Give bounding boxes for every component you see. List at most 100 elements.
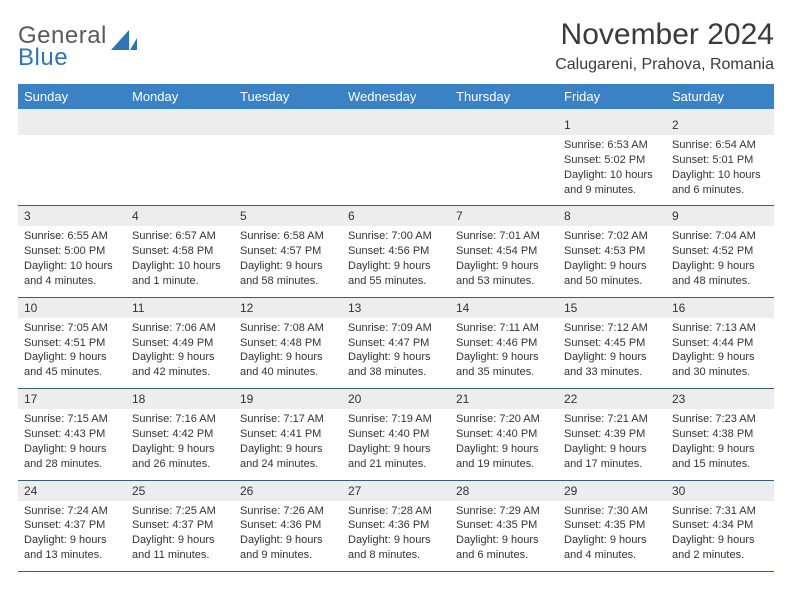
day-cell: 2Sunrise: 6:54 AMSunset: 5:01 PMDaylight… <box>666 115 774 206</box>
sunset-text: Sunset: 4:34 PM <box>672 518 768 533</box>
day-number: 6 <box>342 206 450 226</box>
day-cell: 22Sunrise: 7:21 AMSunset: 4:39 PMDayligh… <box>558 389 666 480</box>
daylight-text: Daylight: 9 hours <box>132 442 228 457</box>
day-cell: 11Sunrise: 7:06 AMSunset: 4:49 PMDayligh… <box>126 297 234 388</box>
day-number: 14 <box>450 298 558 318</box>
sunset-text: Sunset: 5:02 PM <box>564 153 660 168</box>
sunset-text: Sunset: 4:42 PM <box>132 427 228 442</box>
day-body: Sunrise: 7:01 AMSunset: 4:54 PMDaylight:… <box>450 226 558 296</box>
daylight-text: Daylight: 9 hours <box>24 350 120 365</box>
day-number: 5 <box>234 206 342 226</box>
day-cell: 19Sunrise: 7:17 AMSunset: 4:41 PMDayligh… <box>234 389 342 480</box>
daylight-text: Daylight: 9 hours <box>672 442 768 457</box>
daylight-text: and 6 minutes. <box>456 548 552 563</box>
day-body: Sunrise: 6:57 AMSunset: 4:58 PMDaylight:… <box>126 226 234 296</box>
day-number: 30 <box>666 481 774 501</box>
day-body: Sunrise: 7:15 AMSunset: 4:43 PMDaylight:… <box>18 409 126 479</box>
day-body: Sunrise: 7:19 AMSunset: 4:40 PMDaylight:… <box>342 409 450 479</box>
sunset-text: Sunset: 5:01 PM <box>672 153 768 168</box>
sunset-text: Sunset: 4:54 PM <box>456 244 552 259</box>
daylight-text: Daylight: 9 hours <box>348 442 444 457</box>
day-cell: 14Sunrise: 7:11 AMSunset: 4:46 PMDayligh… <box>450 297 558 388</box>
day-number: 19 <box>234 389 342 409</box>
day-number: 29 <box>558 481 666 501</box>
daylight-text: Daylight: 9 hours <box>132 350 228 365</box>
daylight-text: and 2 minutes. <box>672 548 768 563</box>
sunset-text: Sunset: 4:43 PM <box>24 427 120 442</box>
col-monday: Monday <box>126 84 234 109</box>
sunset-text: Sunset: 4:45 PM <box>564 336 660 351</box>
day-cell: 20Sunrise: 7:19 AMSunset: 4:40 PMDayligh… <box>342 389 450 480</box>
sunset-text: Sunset: 4:36 PM <box>240 518 336 533</box>
sunrise-text: Sunrise: 7:02 AM <box>564 229 660 244</box>
day-cell: 25Sunrise: 7:25 AMSunset: 4:37 PMDayligh… <box>126 480 234 571</box>
day-body: Sunrise: 7:26 AMSunset: 4:36 PMDaylight:… <box>234 501 342 571</box>
day-number: 1 <box>558 115 666 135</box>
day-number: 18 <box>126 389 234 409</box>
day-body: Sunrise: 7:17 AMSunset: 4:41 PMDaylight:… <box>234 409 342 479</box>
day-body: Sunrise: 7:28 AMSunset: 4:36 PMDaylight:… <box>342 501 450 571</box>
sunset-text: Sunset: 4:40 PM <box>348 427 444 442</box>
title-block: November 2024 Calugareni, Prahova, Roman… <box>555 18 774 74</box>
day-body: Sunrise: 7:08 AMSunset: 4:48 PMDaylight:… <box>234 318 342 388</box>
sunset-text: Sunset: 4:35 PM <box>564 518 660 533</box>
sunset-text: Sunset: 4:49 PM <box>132 336 228 351</box>
daylight-text: and 6 minutes. <box>672 183 768 198</box>
day-number: 3 <box>18 206 126 226</box>
day-cell: 13Sunrise: 7:09 AMSunset: 4:47 PMDayligh… <box>342 297 450 388</box>
sunset-text: Sunset: 4:48 PM <box>240 336 336 351</box>
day-cell: 28Sunrise: 7:29 AMSunset: 4:35 PMDayligh… <box>450 480 558 571</box>
sunrise-text: Sunrise: 7:23 AM <box>672 412 768 427</box>
col-tuesday: Tuesday <box>234 84 342 109</box>
calendar-week: 10Sunrise: 7:05 AMSunset: 4:51 PMDayligh… <box>18 297 774 388</box>
col-friday: Friday <box>558 84 666 109</box>
daylight-text: Daylight: 9 hours <box>240 442 336 457</box>
day-cell <box>234 115 342 206</box>
logo: General Blue <box>18 18 137 70</box>
daylight-text: Daylight: 9 hours <box>240 350 336 365</box>
day-number: 17 <box>18 389 126 409</box>
day-cell: 17Sunrise: 7:15 AMSunset: 4:43 PMDayligh… <box>18 389 126 480</box>
daylight-text: and 13 minutes. <box>24 548 120 563</box>
sunrise-text: Sunrise: 7:21 AM <box>564 412 660 427</box>
day-header-row: Sunday Monday Tuesday Wednesday Thursday… <box>18 84 774 109</box>
daylight-text: and 55 minutes. <box>348 274 444 289</box>
sunrise-text: Sunrise: 7:24 AM <box>24 504 120 519</box>
sunrise-text: Sunrise: 7:25 AM <box>132 504 228 519</box>
day-cell: 4Sunrise: 6:57 AMSunset: 4:58 PMDaylight… <box>126 206 234 297</box>
day-body-empty <box>342 135 450 197</box>
daylight-text: Daylight: 9 hours <box>456 533 552 548</box>
day-body: Sunrise: 7:04 AMSunset: 4:52 PMDaylight:… <box>666 226 774 296</box>
day-cell: 8Sunrise: 7:02 AMSunset: 4:53 PMDaylight… <box>558 206 666 297</box>
sunset-text: Sunset: 4:41 PM <box>240 427 336 442</box>
logo-blue: Blue <box>18 46 107 70</box>
header: General Blue November 2024 Calugareni, P… <box>18 18 774 74</box>
sunrise-text: Sunrise: 7:31 AM <box>672 504 768 519</box>
day-cell <box>18 115 126 206</box>
day-number: 4 <box>126 206 234 226</box>
calendar-table: Sunday Monday Tuesday Wednesday Thursday… <box>18 84 774 572</box>
day-number-empty <box>126 115 234 135</box>
sunrise-text: Sunrise: 7:16 AM <box>132 412 228 427</box>
col-sunday: Sunday <box>18 84 126 109</box>
daylight-text: Daylight: 9 hours <box>672 259 768 274</box>
day-body: Sunrise: 6:58 AMSunset: 4:57 PMDaylight:… <box>234 226 342 296</box>
sunrise-text: Sunrise: 7:30 AM <box>564 504 660 519</box>
sunrise-text: Sunrise: 7:01 AM <box>456 229 552 244</box>
daylight-text: and 45 minutes. <box>24 365 120 380</box>
sunrise-text: Sunrise: 7:26 AM <box>240 504 336 519</box>
logo-text: General Blue <box>18 24 107 70</box>
day-body: Sunrise: 7:00 AMSunset: 4:56 PMDaylight:… <box>342 226 450 296</box>
daylight-text: and 28 minutes. <box>24 457 120 472</box>
day-body: Sunrise: 7:21 AMSunset: 4:39 PMDaylight:… <box>558 409 666 479</box>
daylight-text: and 24 minutes. <box>240 457 336 472</box>
day-body: Sunrise: 7:23 AMSunset: 4:38 PMDaylight:… <box>666 409 774 479</box>
day-cell <box>450 115 558 206</box>
day-cell: 6Sunrise: 7:00 AMSunset: 4:56 PMDaylight… <box>342 206 450 297</box>
sunrise-text: Sunrise: 6:55 AM <box>24 229 120 244</box>
day-number: 16 <box>666 298 774 318</box>
daylight-text: Daylight: 9 hours <box>564 350 660 365</box>
sunrise-text: Sunrise: 7:19 AM <box>348 412 444 427</box>
daylight-text: Daylight: 9 hours <box>564 533 660 548</box>
day-body: Sunrise: 6:54 AMSunset: 5:01 PMDaylight:… <box>666 135 774 205</box>
